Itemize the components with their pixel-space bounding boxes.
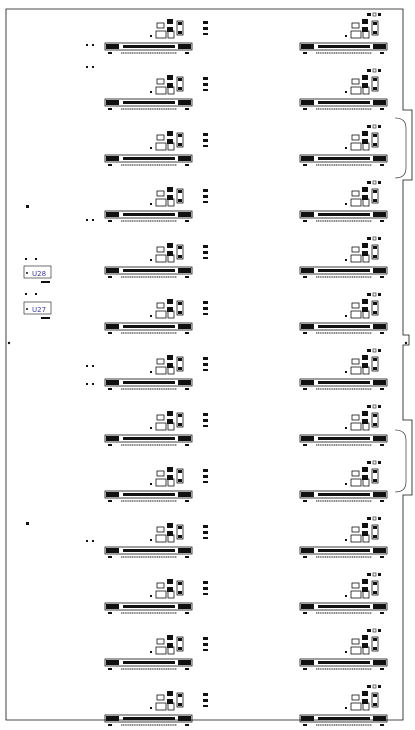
u28-label: U28 — [32, 270, 46, 278]
connector-footprint — [299, 572, 388, 614]
board-outline — [5, 8, 413, 721]
connector-footprint — [299, 12, 388, 54]
board-notch-lower — [394, 429, 407, 493]
connector-footprint — [104, 299, 208, 334]
connector-footprint — [299, 236, 388, 278]
connector-footprint — [299, 68, 388, 110]
connector-footprint — [104, 635, 208, 670]
connector-footprint — [104, 355, 208, 390]
connector-grid — [104, 12, 388, 726]
connector-footprint — [104, 75, 208, 110]
connector-footprint — [104, 579, 208, 614]
connector-footprint — [104, 131, 208, 166]
connector-footprint — [299, 628, 388, 670]
left-marks — [26, 44, 94, 542]
connector-footprint — [104, 187, 208, 222]
connector-footprint — [299, 348, 388, 390]
connector-footprint — [104, 243, 208, 278]
u27-label: U27 — [32, 306, 46, 314]
connector-footprint — [104, 19, 208, 54]
connector-footprint — [299, 180, 388, 222]
connector-footprint — [299, 124, 388, 166]
board-mark-left — [7, 341, 11, 345]
connector-footprint — [299, 292, 388, 334]
connector-footprint — [299, 404, 388, 446]
u27-component: U27 — [23, 293, 52, 319]
connector-footprint — [104, 467, 208, 502]
board-notch-upper — [394, 117, 407, 179]
board-mark-right — [404, 341, 408, 345]
connector-footprint — [299, 460, 388, 502]
connector-footprint — [104, 411, 208, 446]
connector-footprint — [104, 523, 208, 558]
connector-footprint — [299, 684, 388, 726]
connector-footprint — [104, 691, 208, 726]
connector-footprint — [299, 516, 388, 558]
u28-component: U28 — [23, 258, 52, 283]
